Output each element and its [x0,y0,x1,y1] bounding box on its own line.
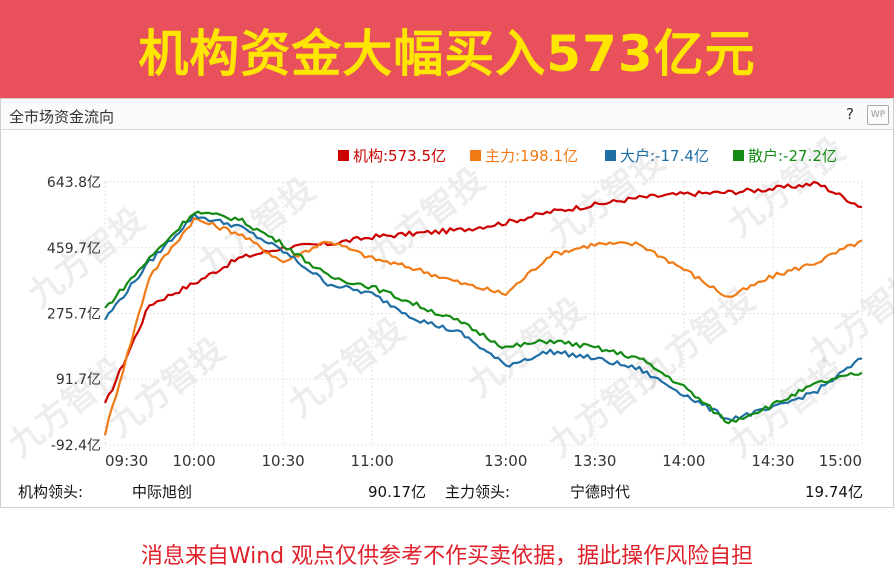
watermark-text: 九方智投 [21,200,153,315]
main-lead-stock: 宁德时代 [570,483,630,501]
legend-label: 机构:573.5亿 [353,147,446,165]
legend-swatch [605,150,616,161]
x-tick-label: 13:00 [484,452,527,470]
banner: 机构资金大幅买入573亿元 [0,0,894,98]
series-line-主力 [103,217,863,436]
inst-lead-label: 机构领头: [18,483,83,501]
legend-swatch [338,150,349,161]
main-lead-value: 19.74亿 [805,483,863,501]
legend: 机构:573.5亿 主力:198.1亿 大户:-17.4亿 散户:-27.2亿 [338,147,837,165]
x-axis: 09:30 10:00 10:30 11:00 13:00 13:30 14:00 14:30… [105,452,862,470]
x-tick-label: 10:00 [172,452,215,470]
panel-header: 全市场资金流向 ? WP [1,99,893,130]
wp-logo-icon: WP [867,105,889,125]
main-lead-label: 主力领头: [445,483,510,501]
watermark-text: 九方智投 [281,310,413,425]
panel-title: 全市场资金流向 [9,108,115,126]
x-tick-label: 09:30 [105,452,148,470]
x-tick-label: 14:30 [751,452,794,470]
footer: 消息来自Wind 观点仅供参考不作买卖依据，据此操作风险自担 [0,508,894,577]
x-tick-label: 14:00 [662,452,705,470]
series-lines [103,180,863,436]
x-tick-label: 11:00 [351,452,394,470]
y-axis: 643.8亿 459.7亿 275.7亿 91.7亿 -92.4亿 [47,175,101,454]
banner-title: 机构资金大幅买入573亿元 [138,25,756,83]
chart-panel: 全市场资金流向 ? WP [0,98,894,508]
y-tick-label: 275.7亿 [47,307,101,323]
x-tick-label: 13:30 [573,452,616,470]
watermark-text: 九方智投 [721,350,853,465]
x-tick-label: 15:00 [819,452,862,470]
y-tick-label: 459.7亿 [47,241,101,257]
inst-lead-value: 90.17亿 [368,483,426,501]
legend-label: 主力:198.1亿 [485,147,578,165]
legend-label: 大户:-17.4亿 [620,147,709,165]
legend-swatch [470,150,481,161]
disclaimer-text: 消息来自Wind 观点仅供参考不作买卖依据，据此操作风险自担 [140,544,754,569]
legend-swatch [733,150,744,161]
help-icon[interactable]: ? [846,105,854,123]
lead-stock-row: 机构领头: 中际旭创 90.17亿 主力领头: 宁德时代 19.74亿 [18,483,863,501]
watermark-text: 九方智投 [361,160,493,275]
legend-label: 散户:-27.2亿 [748,147,837,165]
y-tick-label: 643.8亿 [47,175,101,191]
y-tick-label: -92.4亿 [51,438,101,454]
series-line-散户 [104,210,863,425]
series-line-大户 [104,212,863,422]
inst-lead-stock: 中际旭创 [132,483,192,501]
x-tick-label: 10:30 [262,452,305,470]
series-line-机构 [103,180,863,404]
watermark-text: 九方智投 [801,260,894,375]
y-tick-label: 91.7亿 [56,372,101,388]
